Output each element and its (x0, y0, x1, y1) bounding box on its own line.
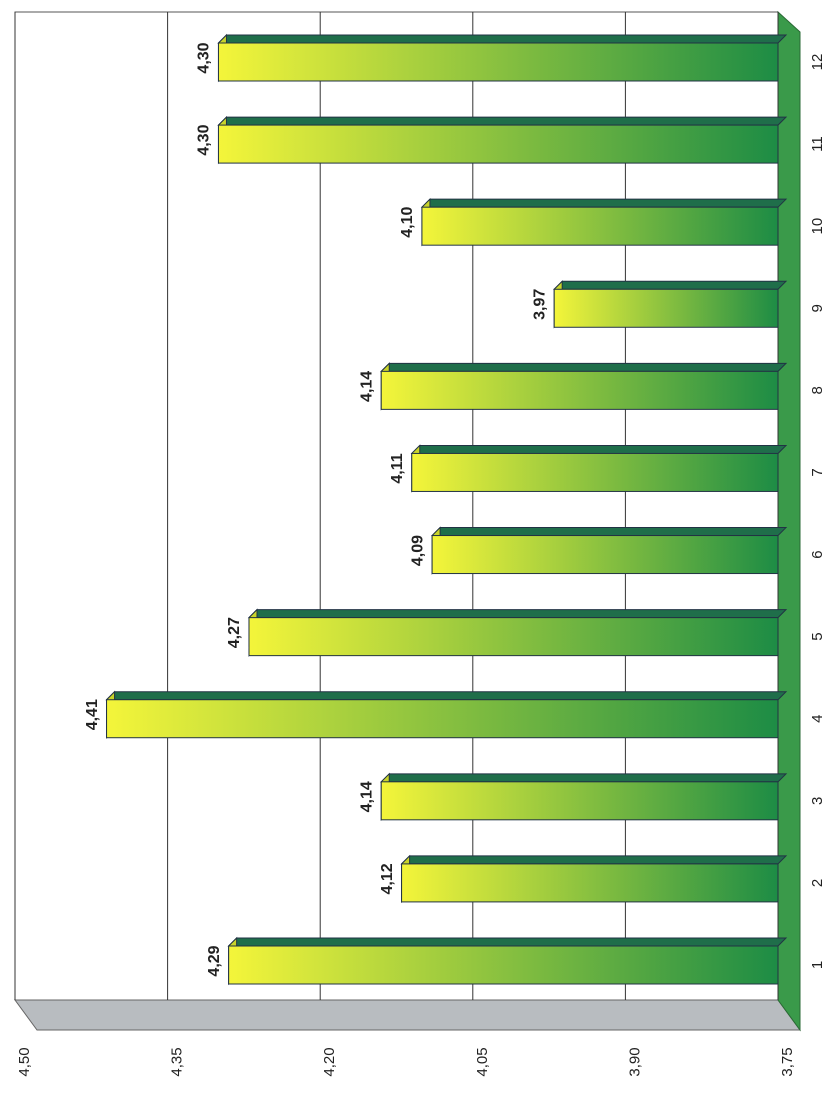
y-tick-label: 4,20 (321, 1047, 338, 1076)
x-tick-label: 8 (809, 386, 826, 394)
value-label: 4,27 (226, 617, 243, 648)
bar (380, 370, 779, 410)
value-label: 4,41 (84, 699, 101, 730)
x-tick-label: 7 (809, 468, 826, 476)
bar (106, 699, 779, 739)
bar-top (217, 116, 788, 126)
bar (431, 535, 779, 575)
value-label: 4,29 (206, 945, 223, 976)
bar (421, 206, 779, 246)
bar (553, 288, 779, 328)
value-label: 4,14 (358, 781, 375, 812)
value-label: 3,97 (531, 289, 548, 320)
y-tick-label: 3,90 (626, 1047, 643, 1076)
x-tick-label: 12 (809, 54, 826, 71)
value-label: 4,30 (196, 42, 213, 73)
bar-top (552, 280, 788, 290)
bar-top (247, 609, 788, 619)
x-tick-label: 9 (809, 304, 826, 312)
x-tick-label: 1 (809, 961, 826, 969)
bar-top (400, 855, 788, 865)
value-label: 4,10 (399, 207, 416, 238)
y-tick-label: 4,50 (16, 1047, 33, 1076)
bar-top (380, 362, 788, 372)
bar (411, 452, 779, 492)
bar (248, 617, 779, 657)
x-tick-label: 2 (809, 879, 826, 887)
bar-top (217, 34, 788, 44)
bar-top (105, 691, 788, 701)
bar-top (430, 527, 788, 537)
y-tick-label: 3,75 (779, 1047, 796, 1076)
value-label: 4,09 (409, 535, 426, 566)
bar-top (420, 198, 788, 208)
floor (14, 999, 801, 1031)
y-tick-label: 4,05 (474, 1047, 491, 1076)
plot-area (14, 11, 779, 1001)
x-tick-label: 6 (809, 550, 826, 558)
value-label: 4,11 (389, 453, 406, 483)
bar (380, 781, 779, 821)
value-label: 4,12 (379, 863, 396, 894)
y-tick-label: 4,35 (169, 1047, 186, 1076)
bar-top (410, 444, 788, 454)
bar (217, 42, 779, 82)
value-label: 4,14 (358, 371, 375, 402)
x-tick-label: 4 (809, 715, 826, 723)
bar (401, 863, 779, 903)
value-label: 4,30 (196, 124, 213, 155)
x-tick-label: 3 (809, 797, 826, 805)
bar (217, 124, 779, 164)
side-wall (777, 10, 801, 1032)
x-tick-label: 10 (809, 218, 826, 235)
x-tick-label: 11 (809, 136, 826, 152)
x-tick-label: 5 (809, 632, 826, 640)
bar (228, 945, 779, 985)
bar-top (380, 773, 788, 783)
bar-top (227, 937, 788, 947)
